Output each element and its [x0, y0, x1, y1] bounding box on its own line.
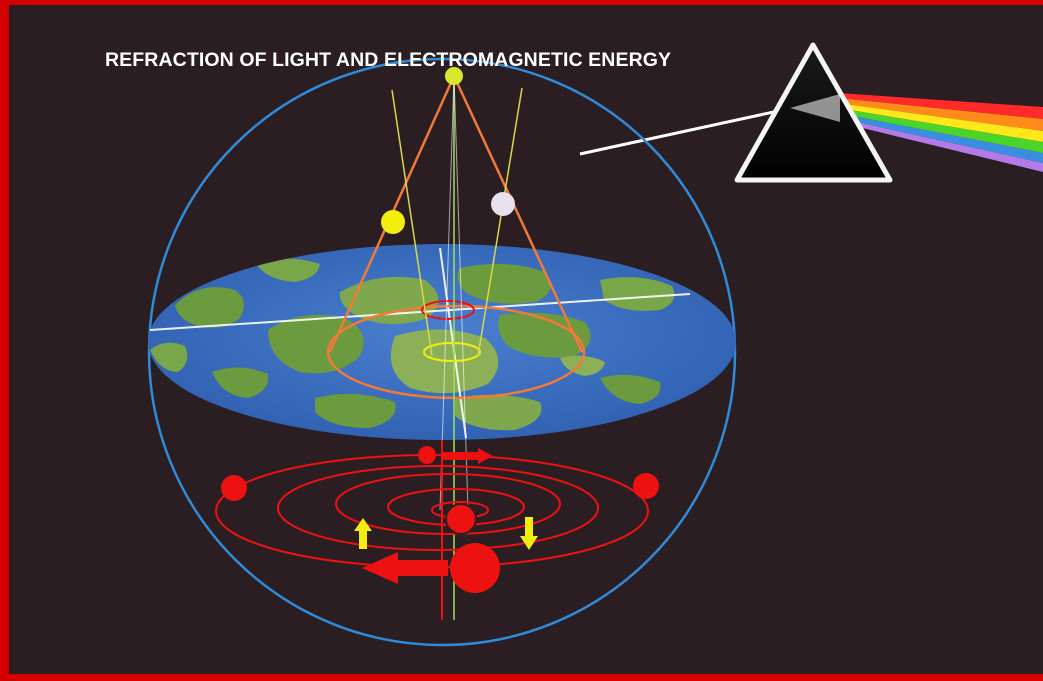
orbit-body-left — [221, 475, 247, 501]
right-arrow-icon — [443, 448, 493, 464]
orbit-body-bottom — [450, 543, 500, 593]
ray-right — [477, 87, 523, 357]
orbit-body-center — [445, 503, 477, 535]
orbit-system — [215, 440, 659, 620]
moon-light-circle — [421, 300, 475, 320]
orbit-body-right — [633, 473, 659, 499]
center-ray-left — [439, 75, 455, 511]
orbit-ring-2 — [277, 465, 599, 551]
orbit-body-top — [418, 446, 436, 464]
prism-internal-beam — [790, 94, 840, 122]
ray-left — [391, 89, 433, 357]
prism-group — [579, 42, 1043, 183]
cone-edge-right — [452, 75, 584, 353]
sun-light-circle — [326, 304, 586, 400]
flat-earth-disc — [148, 244, 736, 440]
sun — [381, 210, 405, 234]
moon — [491, 192, 515, 216]
north-pole-circle — [423, 342, 481, 362]
diagram-title: REFRACTION OF LIGHT AND ELECTROMAGNETIC … — [105, 49, 672, 71]
spectrum-beam — [838, 93, 1043, 172]
up-arrow-icon — [354, 518, 372, 549]
firmament-dome — [147, 57, 737, 647]
center-ray-right — [453, 75, 469, 511]
diagram-canvas — [147, 42, 1043, 647]
orbit-ring-3 — [335, 473, 561, 535]
zenith-point — [445, 67, 463, 85]
left-arrow-icon — [362, 552, 448, 584]
down-arrow-icon — [520, 517, 538, 550]
equator-line — [149, 293, 691, 331]
